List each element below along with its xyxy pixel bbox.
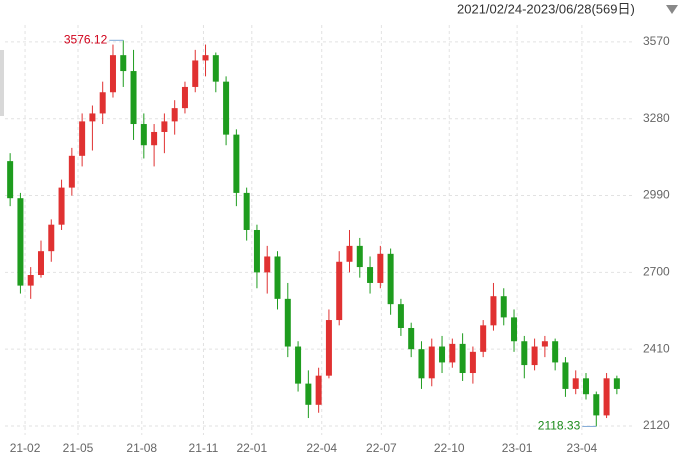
scrollbar[interactable] <box>0 50 4 116</box>
candle-body <box>212 55 219 82</box>
candle-body <box>274 256 281 299</box>
candle-body <box>439 346 446 363</box>
candle-body <box>562 362 569 389</box>
candle-body <box>552 341 559 363</box>
x-tick-label: 21-11 <box>189 441 219 455</box>
candle-body <box>233 134 240 193</box>
candle-body <box>89 113 96 122</box>
candle-body <box>192 60 199 87</box>
candle-body <box>243 192 250 230</box>
candle-body <box>161 121 168 132</box>
candle-body <box>511 317 518 342</box>
candle-body <box>387 253 394 305</box>
x-tick-label: 22-10 <box>434 441 465 455</box>
candle-body <box>58 187 65 225</box>
candle-body <box>151 131 158 146</box>
candle-body <box>315 375 322 405</box>
x-tick-label: 22-07 <box>366 441 397 455</box>
candle-body <box>397 304 404 328</box>
candle-body <box>336 261 343 321</box>
candle-body <box>305 383 312 405</box>
candle-body <box>449 343 456 363</box>
candle-body <box>223 81 230 135</box>
candle-body <box>500 296 507 318</box>
candle-body <box>367 267 374 283</box>
y-tick-label: 2700 <box>643 265 670 279</box>
candle-body <box>253 229 260 273</box>
candle-body <box>17 198 24 286</box>
candle-body <box>264 256 271 273</box>
candle-body <box>408 327 415 350</box>
candle-body <box>593 394 600 416</box>
dropdown-arrow[interactable] <box>666 5 678 14</box>
candle-body <box>356 245 363 268</box>
candle-body <box>140 124 147 146</box>
candle-body <box>325 320 332 376</box>
candle-body <box>7 161 14 199</box>
max-label: 3576.12 <box>64 32 108 46</box>
x-tick-label: 23-01 <box>502 441 533 455</box>
min-label: 2118.33 <box>538 419 581 433</box>
candle-body <box>541 341 548 347</box>
candle-body <box>37 251 44 276</box>
x-tick-label: 23-04 <box>567 441 598 455</box>
candle-body <box>171 108 178 122</box>
x-tick-label: 21-02 <box>10 441 41 455</box>
candle-body <box>295 346 302 384</box>
candle-body <box>130 71 137 125</box>
candle-body <box>181 86 188 109</box>
candle-body <box>120 55 127 72</box>
candle-body <box>346 245 353 262</box>
candle-body <box>583 378 590 395</box>
candle-body <box>480 325 487 352</box>
x-tick-label: 22-04 <box>306 441 337 455</box>
candle-body <box>469 351 476 374</box>
y-tick-label: 2410 <box>643 341 670 355</box>
candle-body <box>428 346 435 379</box>
date-range[interactable]: 2021/02/24-2023/06/28(569日) <box>457 1 635 16</box>
x-tick-label: 21-05 <box>63 441 94 455</box>
candle-body <box>377 253 384 283</box>
candle-body <box>48 224 55 252</box>
x-tick-label: 21-08 <box>126 441 157 455</box>
candle-body <box>27 275 34 286</box>
candle-body <box>109 55 116 93</box>
y-tick-label: 2990 <box>643 188 670 202</box>
candle-body <box>99 92 106 114</box>
candle-body <box>68 155 75 188</box>
candle-body <box>603 378 610 416</box>
y-tick-label: 2120 <box>643 418 670 432</box>
candle-body <box>613 378 620 389</box>
candle-body <box>531 346 538 366</box>
candle-body <box>202 55 209 61</box>
candle-body <box>459 343 466 374</box>
candle-body <box>418 349 425 379</box>
candle-body <box>521 341 528 366</box>
x-tick-label: 22-01 <box>236 441 267 455</box>
y-tick-label: 3280 <box>643 111 670 125</box>
candle-body <box>572 378 579 389</box>
y-tick-label: 3570 <box>643 34 670 48</box>
candle-body <box>79 121 86 156</box>
candle-body <box>284 298 291 347</box>
candle-body <box>490 296 497 326</box>
